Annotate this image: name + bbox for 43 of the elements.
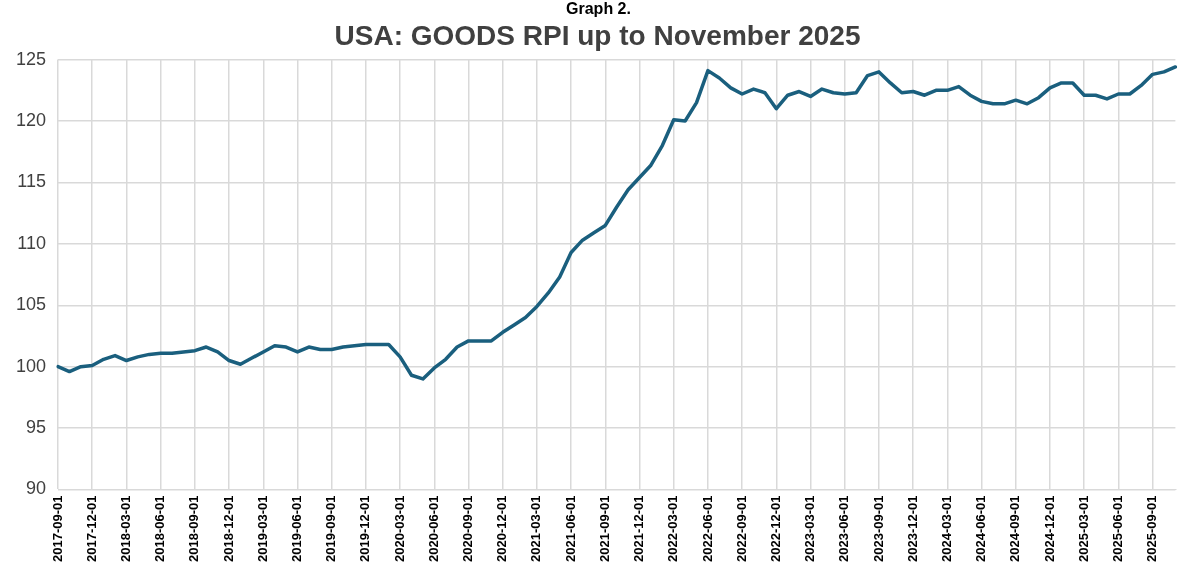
- x-tick-label: 2019-09-01: [323, 495, 339, 562]
- x-tick-label: 2020-03-01: [391, 495, 407, 562]
- x-tick-label: 2019-12-01: [357, 495, 373, 562]
- x-tick-label: 2021-06-01: [562, 495, 578, 562]
- chart-title: USA: GOODS RPI up to November 2025: [334, 19, 861, 51]
- x-tick-label: 2022-09-01: [733, 495, 749, 562]
- x-tick-label: 2021-09-01: [596, 495, 612, 562]
- x-tick-label: 2018-12-01: [220, 495, 236, 562]
- x-tick-label: 2019-06-01: [289, 495, 305, 562]
- caption: Graph 2.: [566, 0, 631, 18]
- x-tick-label: 2017-12-01: [83, 495, 99, 562]
- x-tick-label: 2021-03-01: [528, 495, 544, 562]
- x-tick-label: 2018-06-01: [152, 495, 168, 562]
- x-tick-label: 2019-03-01: [254, 495, 270, 562]
- x-tick-label: 2022-03-01: [665, 495, 681, 562]
- x-tick-label: 2024-03-01: [938, 495, 954, 562]
- y-tick-label: 110: [17, 232, 47, 253]
- x-tick-label: 2024-06-01: [973, 495, 989, 562]
- y-tick-label: 100: [15, 355, 47, 376]
- x-tick-label: 2024-09-01: [1007, 495, 1023, 562]
- x-tick-label: 2018-03-01: [118, 495, 134, 562]
- x-tick-label: 2020-12-01: [494, 495, 510, 562]
- x-tick-label: 2018-09-01: [186, 495, 202, 562]
- y-tick-label: 115: [17, 171, 47, 192]
- y-tick-label: 125: [15, 48, 47, 69]
- x-tick-label: 2025-03-01: [1075, 495, 1091, 562]
- x-tick-label: 2023-06-01: [836, 495, 852, 562]
- y-tick-label: 95: [26, 417, 47, 438]
- x-tick-label: 2025-09-01: [1144, 495, 1160, 562]
- y-tick-label: 90: [26, 478, 47, 499]
- x-tick-label: 2021-12-01: [631, 495, 647, 562]
- y-tick-label: 120: [15, 109, 47, 130]
- x-tick-label: 2020-09-01: [460, 495, 476, 562]
- x-tick-label: 2023-12-01: [904, 495, 920, 562]
- x-tick-label: 2024-12-01: [1041, 495, 1057, 562]
- x-tick-label: 2023-03-01: [802, 495, 818, 562]
- x-tick-label: 2020-06-01: [425, 495, 441, 562]
- x-tick-label: 2017-09-01: [49, 495, 65, 562]
- x-tick-label: 2022-12-01: [767, 495, 783, 562]
- x-tick-label: 2025-06-01: [1109, 495, 1125, 562]
- x-tick-label: 2022-06-01: [699, 495, 715, 562]
- y-tick-label: 105: [15, 294, 47, 315]
- x-tick-label: 2023-09-01: [870, 495, 886, 562]
